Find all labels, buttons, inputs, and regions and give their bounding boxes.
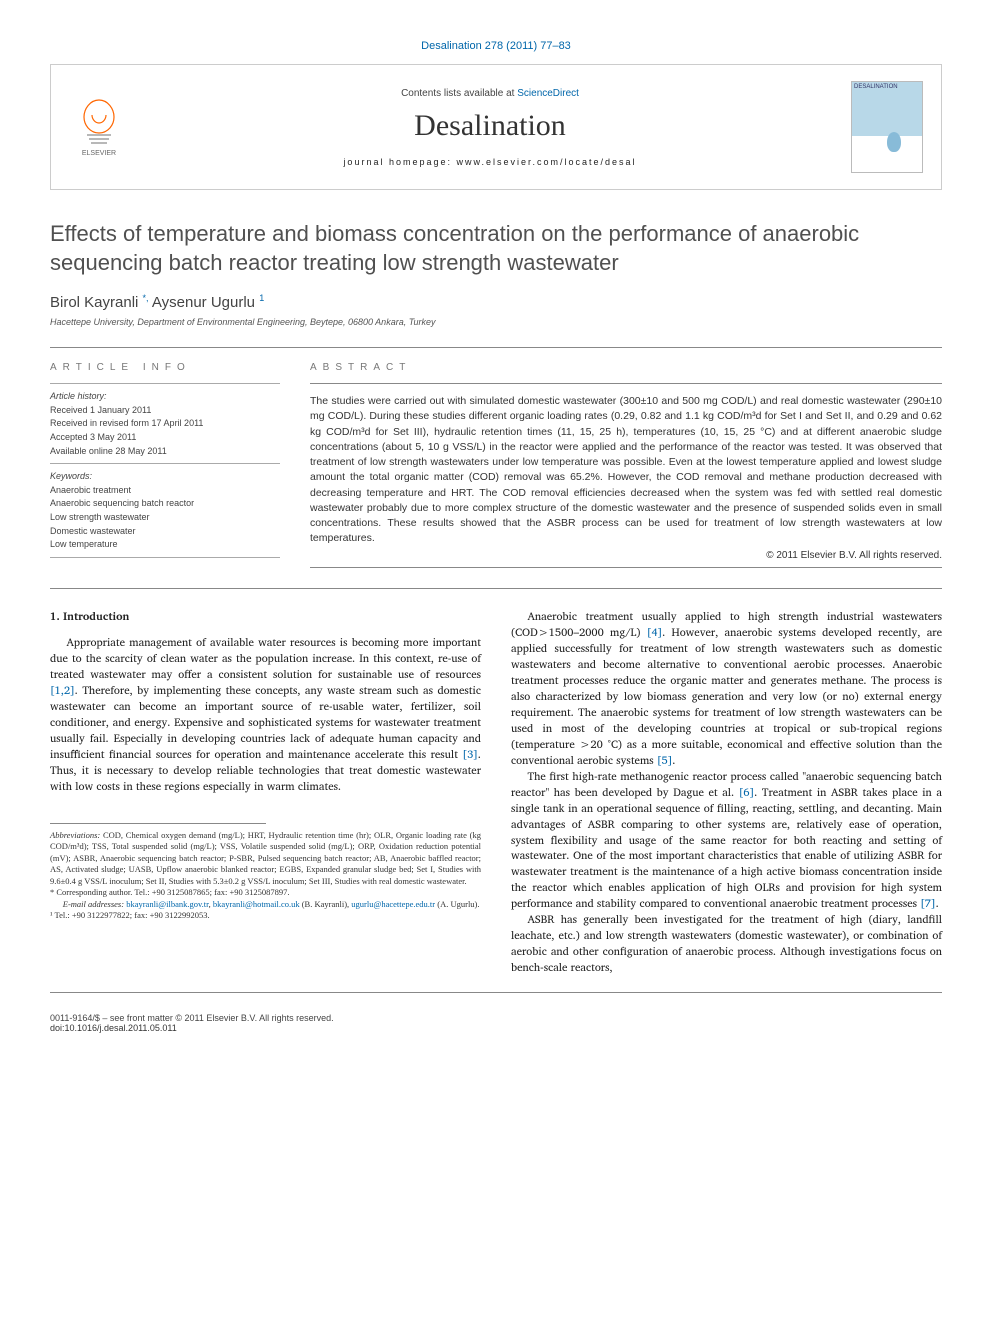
- history-label: Article history:: [50, 390, 280, 403]
- journal-name: Desalination: [129, 109, 851, 143]
- affiliation: Hacettepe University, Department of Envi…: [50, 317, 942, 327]
- keyword: Anaerobic sequencing batch reactor: [50, 497, 280, 510]
- divider: [50, 347, 942, 348]
- abbrev-text: COD, Chemical oxygen demand (mg/L); HRT,…: [50, 830, 481, 886]
- body-column-right: Anaerobic treatment usually applied to h…: [511, 609, 942, 976]
- footnotes: Abbreviations: COD, Chemical oxygen dema…: [50, 830, 481, 922]
- keyword: Anaerobic treatment: [50, 484, 280, 497]
- email-link[interactable]: bkayranli@ilbank.gov.tr: [126, 899, 208, 909]
- section-heading: 1. Introduction: [50, 609, 481, 625]
- history-item: Available online 28 May 2011: [50, 445, 280, 458]
- email-link[interactable]: bkayranli@hotmail.co.uk: [213, 899, 300, 909]
- abstract-copyright: © 2011 Elsevier B.V. All rights reserved…: [310, 550, 942, 561]
- body-paragraph: Anaerobic treatment usually applied to h…: [511, 609, 942, 768]
- abstract-text: The studies were carried out with simula…: [310, 394, 942, 546]
- keyword: Low temperature: [50, 538, 280, 551]
- body-paragraph: The first high-rate methanogenic reactor…: [511, 769, 942, 912]
- author-1-marks[interactable]: *,: [143, 294, 149, 311]
- publisher-logo: ELSEVIER: [69, 92, 129, 162]
- doi: doi:10.1016/j.desal.2011.05.011: [50, 1023, 334, 1033]
- keywords-label: Keywords:: [50, 470, 280, 483]
- body-column-left: 1. Introduction Appropriate management o…: [50, 609, 481, 976]
- contents-list-line: Contents lists available at ScienceDirec…: [129, 88, 851, 99]
- history-item: Received 1 January 2011: [50, 404, 280, 417]
- article-info-heading: ARTICLE INFO: [50, 362, 280, 373]
- front-matter-line: 0011-9164/$ – see front matter © 2011 El…: [50, 1013, 334, 1023]
- author-2: Aysenur Ugurlu: [152, 294, 255, 311]
- abstract-panel: ABSTRACT The studies were carried out wi…: [310, 362, 942, 574]
- footnote-rule: [50, 823, 266, 824]
- divider: [50, 992, 942, 993]
- history-item: Accepted 3 May 2011: [50, 431, 280, 444]
- article-title: Effects of temperature and biomass conce…: [50, 220, 942, 277]
- author-1: Birol Kayranli: [50, 294, 138, 311]
- publisher-name-text: ELSEVIER: [81, 150, 115, 157]
- journal-cover-thumbnail: DESALINATION: [851, 81, 923, 173]
- abstract-heading: ABSTRACT: [310, 362, 942, 373]
- email-link[interactable]: ugurlu@hacettepe.edu.tr: [351, 899, 435, 909]
- journal-banner: ELSEVIER Contents lists available at Sci…: [50, 64, 942, 190]
- corresponding-author-note: * Corresponding author. Tel.: +90 312508…: [50, 887, 481, 898]
- page-footer: 0011-9164/$ – see front matter © 2011 El…: [50, 1007, 942, 1033]
- email-label: E-mail addresses:: [63, 899, 126, 909]
- body-paragraph: Appropriate management of available wate…: [50, 635, 481, 794]
- keyword: Low strength wastewater: [50, 511, 280, 524]
- footnote-tel: ¹ Tel.: +90 3122977822; fax: +90 3122992…: [50, 910, 481, 921]
- author-list: Birol Kayranli *, Aysenur Ugurlu 1: [50, 293, 942, 311]
- divider: [50, 588, 942, 589]
- keyword: Domestic wastewater: [50, 525, 280, 538]
- author-2-mark[interactable]: 1: [259, 294, 264, 311]
- body-paragraph: ASBR has generally been investigated for…: [511, 912, 942, 976]
- sciencedirect-link[interactable]: ScienceDirect: [517, 88, 579, 99]
- history-item: Received in revised form 17 April 2011: [50, 417, 280, 430]
- journal-homepage: journal homepage: www.elsevier.com/locat…: [129, 157, 851, 167]
- article-info-panel: ARTICLE INFO Article history: Received 1…: [50, 362, 280, 574]
- journal-reference-link[interactable]: Desalination 278 (2011) 77–83: [50, 40, 942, 52]
- body-columns: 1. Introduction Appropriate management o…: [50, 609, 942, 976]
- abbrev-label: Abbreviations:: [50, 830, 100, 840]
